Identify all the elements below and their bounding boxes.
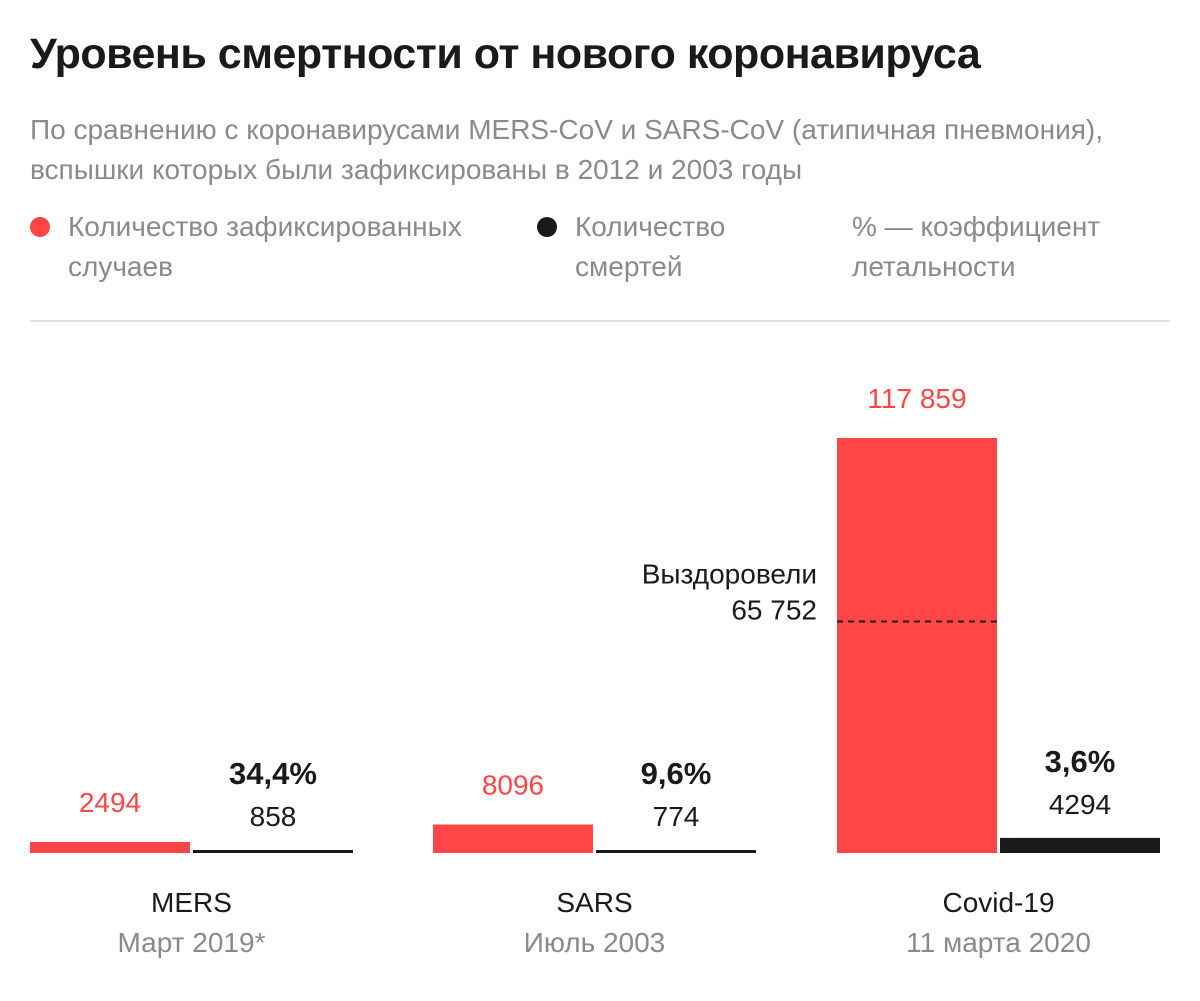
chart-subtitle: По сравнению с коронавирусами MERS-CoV и… — [30, 114, 1103, 185]
legend-deaths-label: Количество смертей — [575, 211, 726, 282]
value-label-cases-sars: 8096 — [482, 769, 544, 800]
category-label-covid-19: Covid-19 — [942, 887, 1054, 918]
legend-rate-label: % — коэффициент летальности — [852, 211, 1101, 282]
bar-deaths-mers — [193, 849, 353, 853]
value-label-deaths-mers: 858 — [250, 801, 297, 832]
recovered-value: 65 752 — [731, 594, 817, 625]
recovered-label: Выздоровели — [642, 558, 817, 589]
bar-deaths-sars — [596, 850, 756, 853]
date-label-mers: Март 2019* — [118, 927, 266, 958]
legend-cases-label: Количество зафиксированных случаев — [68, 211, 462, 282]
value-label-deaths-sars: 774 — [653, 801, 700, 832]
bar-cases-sars — [433, 824, 593, 853]
divider — [30, 320, 1170, 322]
fatality-rate-mers: 34,4% — [229, 756, 317, 791]
bar-deaths-covid-19 — [1000, 837, 1160, 853]
bar-cases-mers — [30, 842, 190, 853]
value-label-cases-mers: 2494 — [79, 787, 141, 818]
category-label-sars: SARS — [556, 887, 632, 918]
fatality-rate-sars: 9,6% — [641, 756, 712, 791]
value-label-cases-covid-19: 117 859 — [867, 383, 966, 414]
category-label-mers: MERS — [151, 887, 232, 918]
value-label-deaths-covid-19: 4294 — [1049, 789, 1111, 820]
date-label-sars: Июль 2003 — [524, 927, 666, 958]
date-label-covid-19: 11 марта 2020 — [906, 927, 1091, 958]
legend-cases-dot-icon — [30, 217, 50, 237]
chart-title: Уровень смертности от нового коронавирус… — [30, 30, 981, 78]
fatality-rate-covid-19: 3,6% — [1045, 744, 1116, 779]
bar-cases-covid-19 — [837, 438, 997, 853]
legend-deaths-dot-icon — [537, 217, 557, 237]
